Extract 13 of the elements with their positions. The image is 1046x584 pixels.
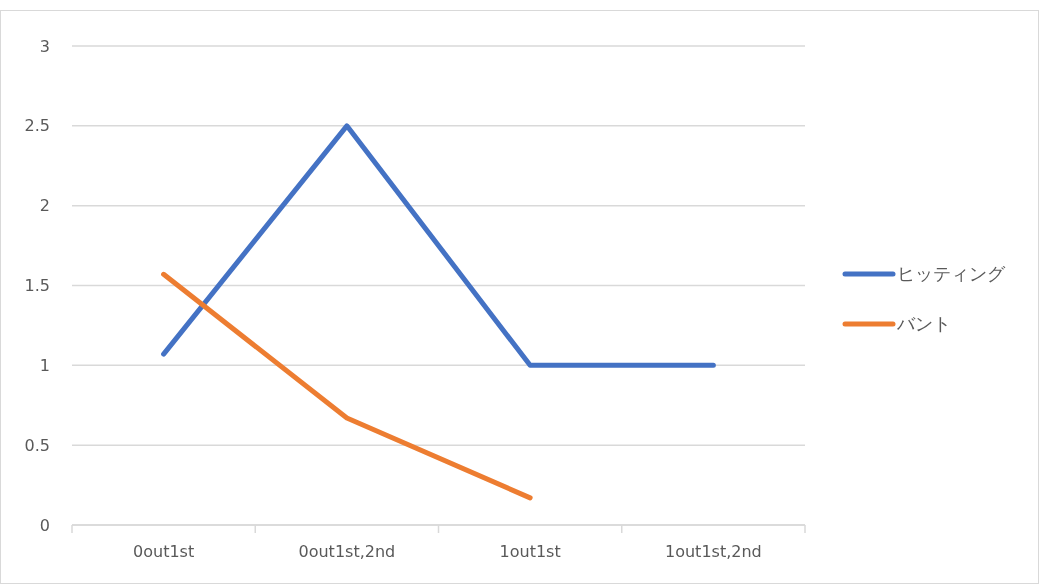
x-tick-label: 0out1st — [133, 542, 195, 561]
y-tick-label: 2 — [39, 196, 50, 216]
x-tick-label: 0out1st,2nd — [298, 542, 396, 561]
legend-label: バント — [896, 313, 951, 335]
y-tick-label: 3 — [39, 36, 50, 56]
y-tick-label: 1 — [39, 355, 50, 375]
y-tick-label: 0 — [39, 515, 50, 535]
legend-label: ヒッティング — [897, 263, 1006, 285]
y-tick-label: 0.5 — [24, 435, 50, 455]
x-tick-label: 1out1st — [499, 542, 561, 561]
x-tick-label: 1out1st,2nd — [665, 542, 762, 561]
y-tick-label: 1.5 — [24, 276, 50, 296]
y-tick-label: 2.5 — [24, 116, 50, 136]
